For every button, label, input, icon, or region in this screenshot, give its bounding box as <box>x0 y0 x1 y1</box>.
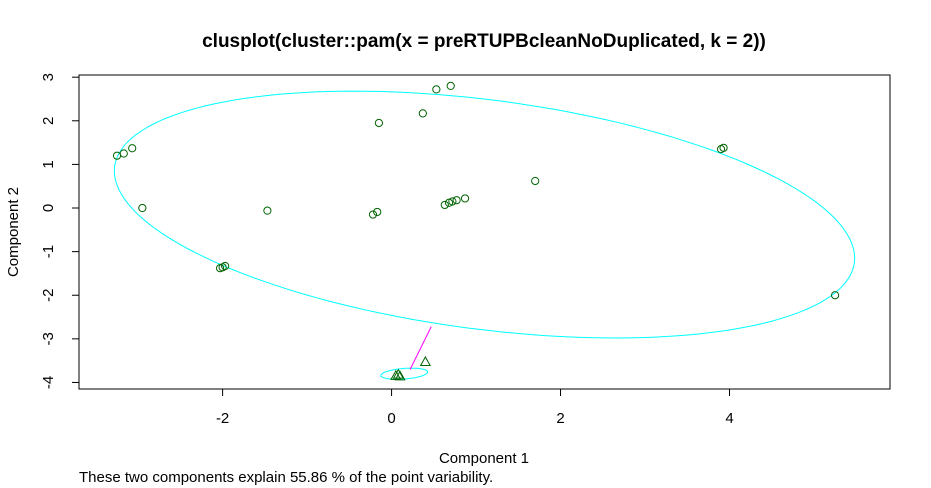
y-tick-label: 2 <box>40 117 57 125</box>
cluster-link-line <box>409 326 432 370</box>
data-point-circle <box>368 210 378 219</box>
data-point-circle <box>452 196 461 205</box>
y-tick-label: -4 <box>40 376 57 389</box>
data-point-circle <box>263 206 272 215</box>
x-tick-label: 2 <box>556 410 564 427</box>
data-point-circle <box>719 143 728 152</box>
y-tick-label: 1 <box>40 160 57 168</box>
variability-note: These two components explain 55.86 % of … <box>79 469 493 486</box>
data-point-circle <box>531 176 540 186</box>
x-tick-label: 0 <box>387 410 395 427</box>
data-point-triangle <box>392 368 404 379</box>
cluster-2-ellipse <box>380 367 429 380</box>
data-point-circle <box>138 203 147 213</box>
data-point-triangle <box>419 355 431 366</box>
data-point-circle <box>418 109 427 118</box>
data-point-triangle <box>394 370 406 381</box>
y-tick-label: 0 <box>40 204 57 212</box>
data-point-circle <box>373 207 382 217</box>
y-tick-label: 3 <box>40 73 57 81</box>
data-point-circle <box>830 291 840 300</box>
y-tick-label: -3 <box>40 332 57 345</box>
y-tick-label: -1 <box>40 245 57 258</box>
chart-title: clusplot(cluster::pam(x = preRTUPBcleanN… <box>202 31 766 52</box>
data-point-circle <box>221 261 230 271</box>
plot-frame <box>78 74 891 390</box>
x-tick-label: -2 <box>216 410 229 427</box>
x-tick-label: 4 <box>725 410 733 427</box>
data-point-circle <box>448 197 457 206</box>
data-point-circle <box>446 81 455 91</box>
y-tick-label: -2 <box>40 289 57 302</box>
y-axis-label: Component 2 <box>5 187 22 277</box>
data-point-circle <box>440 200 449 210</box>
data-point-circle <box>119 149 128 158</box>
data-point-circle <box>128 144 137 153</box>
data-point-circle <box>374 118 384 128</box>
data-point-circle <box>460 194 470 203</box>
x-axis-label: Component 1 <box>439 450 529 467</box>
data-point-circle <box>432 85 441 94</box>
cluster-1-ellipse <box>113 90 856 339</box>
